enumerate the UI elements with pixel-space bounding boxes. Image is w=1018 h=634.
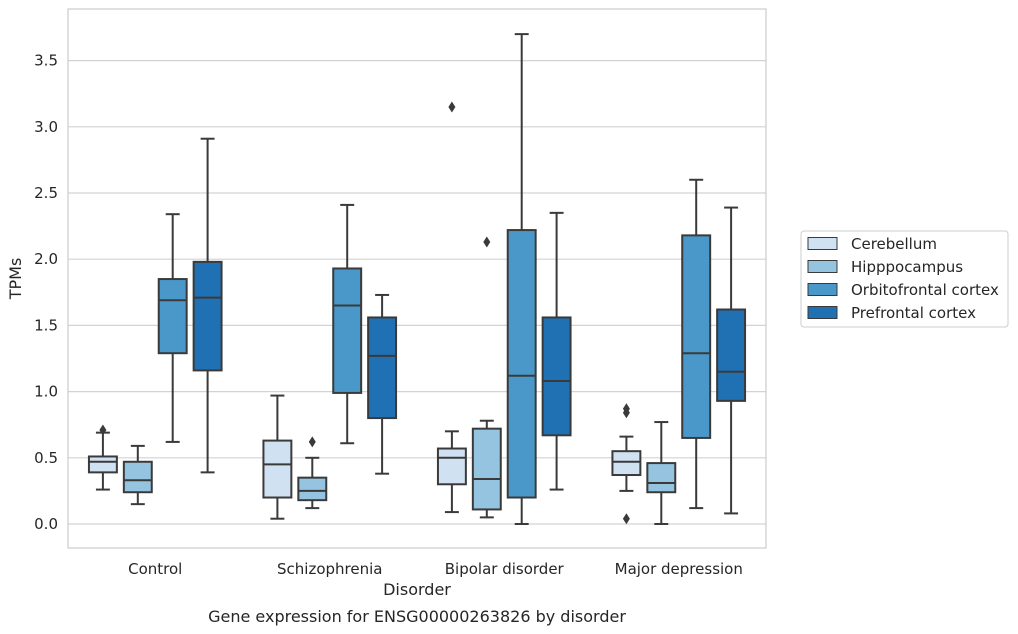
- box-iqr: [87, 455, 118, 474]
- legend: Cerebellum Hipppocampus Orbitofrontal cort…: [800, 230, 1009, 328]
- y-tick-label: 0.0: [34, 515, 58, 533]
- box-3-0: [611, 403, 642, 525]
- x-tick-label: Major depression: [615, 560, 743, 578]
- y-tick-label: 1.5: [34, 316, 58, 334]
- legend-frame: [800, 230, 1009, 328]
- outlier-point: [308, 436, 316, 448]
- y-tick-label: 0.5: [34, 449, 58, 467]
- outlier-point: [448, 101, 456, 113]
- x-axis-label: Disorder: [383, 580, 451, 599]
- box-iqr: [262, 439, 293, 499]
- plot-frame: [67, 8, 767, 549]
- box-iqr: [367, 316, 398, 420]
- box-3-1: [646, 421, 677, 525]
- legend-swatch: [807, 237, 838, 250]
- box-iqr: [716, 308, 747, 402]
- box-iqr: [157, 278, 188, 355]
- outlier-point: [622, 513, 630, 525]
- outlier-point: [99, 424, 107, 436]
- box-0-0: [87, 424, 118, 491]
- y-tick-label: 2.0: [34, 250, 58, 268]
- x-tick-label: Bipolar disorder: [445, 560, 565, 578]
- legend-label: Hipppocampus: [851, 258, 963, 276]
- box-2-3: [541, 211, 572, 491]
- y-axis-ticks: 0.0 0.5 1.0 1.5 2.0 2.5 3.0 3.5: [34, 52, 58, 533]
- outlier-point: [483, 236, 491, 248]
- y-tick-label: 2.5: [34, 184, 58, 202]
- box-1-3: [367, 293, 398, 475]
- box-iqr: [541, 316, 572, 437]
- legend-label: Cerebellum: [851, 235, 937, 253]
- x-tick-label: Control: [128, 560, 182, 578]
- legend-swatch: [807, 260, 838, 273]
- box-iqr: [506, 229, 537, 499]
- box-iqr: [471, 427, 502, 511]
- box-0-2: [157, 213, 188, 443]
- box-1-2: [332, 203, 363, 445]
- box-iqr: [646, 462, 677, 494]
- box-iqr: [681, 234, 712, 439]
- y-tick-label: 3.5: [34, 52, 58, 70]
- outlier-point: [622, 403, 630, 415]
- x-axis-ticks: Control Schizophrenia Bipolar disorder Majo…: [128, 560, 743, 578]
- x-tick-label: Schizophrenia: [277, 560, 382, 578]
- legend-label: Prefrontal cortex: [851, 304, 976, 322]
- y-tick-label: 1.0: [34, 383, 58, 401]
- box-iqr: [192, 260, 223, 372]
- boxes: [87, 33, 747, 525]
- box-2-0: [436, 101, 467, 514]
- box-0-1: [122, 444, 153, 506]
- y-tick-label: 3.0: [34, 118, 58, 136]
- box-iqr: [611, 450, 642, 477]
- box-1-0: [262, 394, 293, 520]
- legend-swatch: [807, 283, 838, 296]
- box-3-3: [716, 206, 747, 515]
- chart-caption: Gene expression for ENSG00000263826 by d…: [208, 607, 626, 626]
- box-2-1: [471, 236, 502, 519]
- legend-swatch: [807, 306, 838, 319]
- box-1-1: [297, 436, 328, 510]
- box-2-2: [506, 33, 537, 525]
- box-iqr: [122, 460, 153, 494]
- box-iqr: [332, 267, 363, 394]
- box-3-2: [681, 178, 712, 510]
- box-iqr: [297, 476, 328, 502]
- box-0-3: [192, 137, 223, 474]
- legend-label: Orbitofrontal cortex: [851, 281, 999, 299]
- box-iqr: [436, 447, 467, 486]
- y-axis-label: TPMs: [6, 258, 25, 301]
